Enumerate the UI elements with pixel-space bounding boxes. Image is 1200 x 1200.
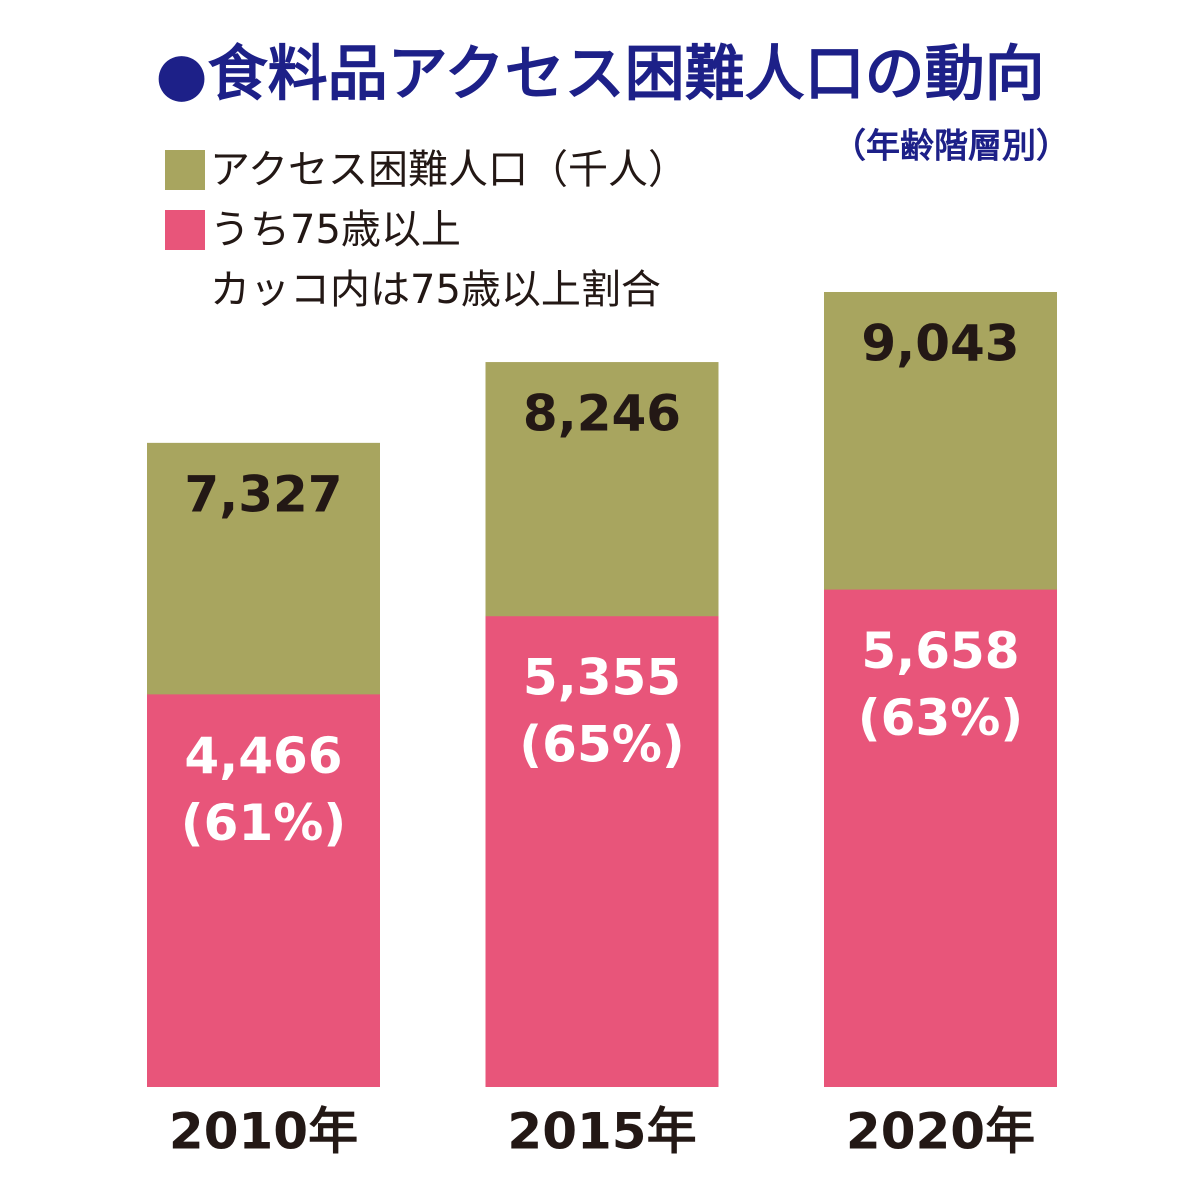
x-tick-label: 2010年 (169, 1103, 358, 1161)
value-label: 5,658 (861, 622, 1019, 680)
bar (824, 589, 1057, 1087)
chart-subtitle: （年齢階層別） (832, 127, 1070, 167)
x-tick-label: 2020年 (846, 1103, 1035, 1161)
x-tick-label: 2015年 (507, 1103, 696, 1161)
note: カッコ内は75歳以上割合 (210, 267, 661, 313)
value-label: 5,355 (523, 649, 681, 707)
chart-title: ●食料品アクセス困難人口の動向 (155, 40, 1044, 110)
value-label: 8,246 (523, 385, 681, 443)
legend-label: アクセス困難人口（千人） (210, 147, 688, 193)
share-label: (63%) (858, 689, 1023, 747)
bar (147, 694, 380, 1087)
legend-swatch (165, 210, 205, 250)
bar (485, 616, 719, 1087)
legend-swatch (165, 150, 205, 190)
value-label: 7,327 (184, 465, 342, 523)
share-label: (65%) (519, 716, 684, 774)
share-label: (61%) (181, 794, 346, 852)
value-label: 9,043 (861, 315, 1019, 373)
legend-label: うち75歳以上 (210, 207, 461, 253)
value-label: 4,466 (184, 727, 342, 785)
